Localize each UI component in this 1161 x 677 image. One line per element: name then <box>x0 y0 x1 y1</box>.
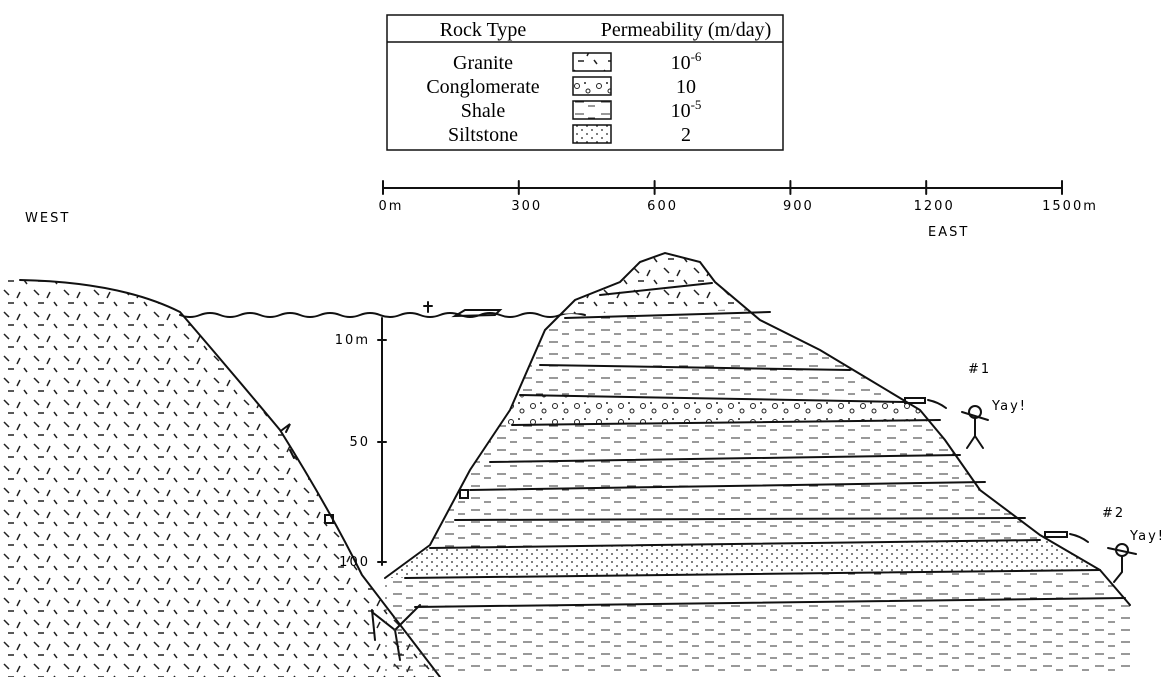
figures <box>281 397 1137 583</box>
swatch <box>572 76 612 96</box>
shout: Yay! <box>991 399 1027 414</box>
east-label: EAST <box>928 225 969 240</box>
scale-label: 300 <box>511 199 542 214</box>
west-label: WEST <box>25 211 70 226</box>
shout: Yay! <box>1129 529 1161 544</box>
rock-type: Granite <box>453 52 513 74</box>
permeability-base: 10 <box>671 100 691 122</box>
water-surface <box>179 312 586 318</box>
spring-label: #1 <box>968 362 991 377</box>
depth-label: 10m <box>335 333 370 348</box>
rock-type: Siltstone <box>448 124 518 146</box>
rock-type: Conglomerate <box>426 76 539 98</box>
scale-label: 0m <box>379 199 404 214</box>
header: Rock Type <box>440 19 527 41</box>
boat <box>423 301 503 318</box>
swatch <box>572 52 612 72</box>
granite-cliff <box>0 280 440 677</box>
permeability-base: 10 <box>676 76 696 98</box>
swatch <box>572 124 612 144</box>
permeability-base: 10 <box>671 52 691 74</box>
scale-label: 600 <box>647 199 678 214</box>
legend-table: Rock Type Permeability (m/day) Granite 10… <box>386 14 784 151</box>
scale-label: 1200 <box>914 199 955 214</box>
permeability: 10-5 <box>671 97 702 122</box>
scale-label: 900 <box>783 199 814 214</box>
strata-lines <box>404 282 1126 608</box>
permeability: 10-6 <box>671 49 702 74</box>
depth-label: 100 <box>339 555 370 570</box>
spring-label: #2 <box>1102 506 1125 521</box>
swatch <box>572 100 612 120</box>
scale-bar: 0m 300 600 900 1200 1500m <box>379 180 1098 214</box>
permeability-base: 2 <box>681 124 691 146</box>
permeability: 10 <box>676 76 696 98</box>
rock-type: Shale <box>461 100 506 122</box>
depth-scale: 10m 50 100 <box>335 317 387 570</box>
permeability-exponent: -5 <box>691 97 702 112</box>
header: Permeability (m/day) <box>601 19 772 41</box>
permeability-exponent: -6 <box>691 49 702 64</box>
scale-label: 1500m <box>1042 199 1098 214</box>
permeability: 2 <box>681 124 691 146</box>
depth-label: 50 <box>349 435 370 450</box>
